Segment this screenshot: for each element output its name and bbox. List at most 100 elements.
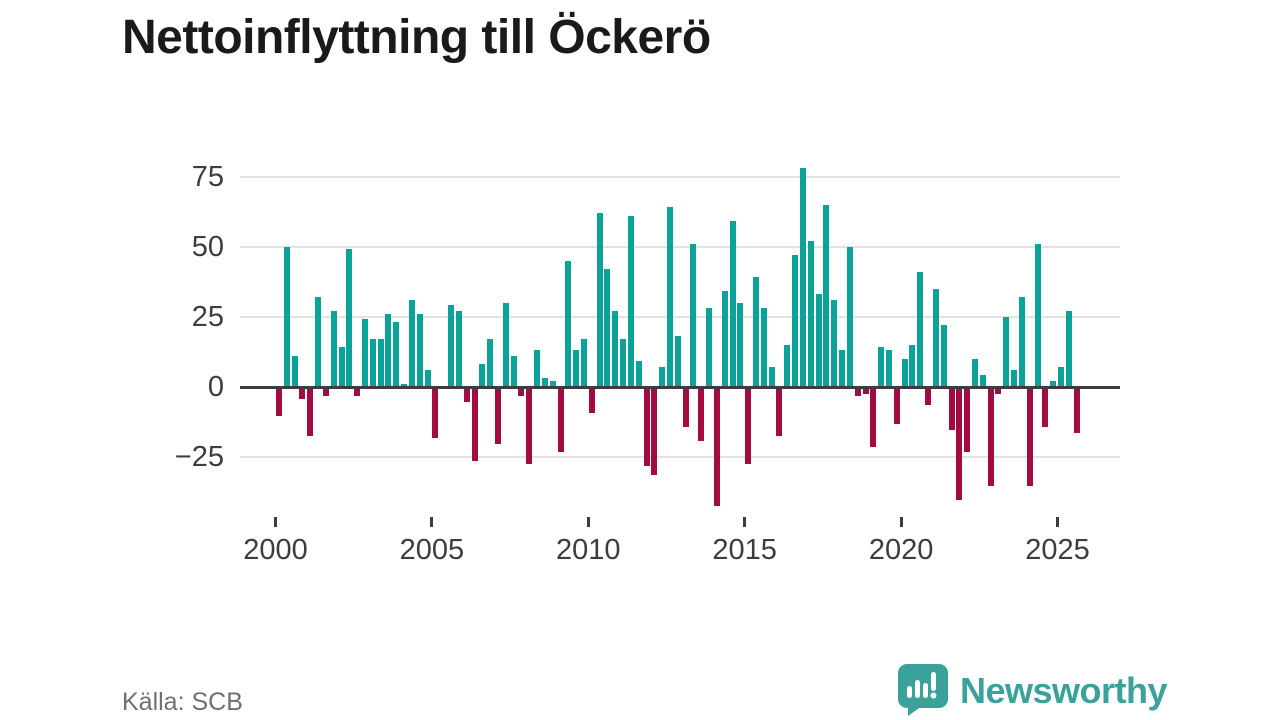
- gridline-−25: [240, 455, 1120, 458]
- gridline-75: [240, 175, 1120, 178]
- bar-2007-Q2: [503, 302, 509, 387]
- bar-2024-Q4: [1050, 380, 1056, 387]
- y-axis-label-25: 25: [191, 300, 224, 333]
- bar-2011-Q3: [636, 361, 642, 387]
- x-axis-label-2010: 2010: [556, 534, 621, 566]
- bar-2014-Q4: [737, 302, 743, 387]
- bar-2009-Q4: [581, 338, 587, 387]
- newsworthy-logo: Newsworthy: [898, 664, 1168, 717]
- bar-2020-Q4: [925, 388, 931, 405]
- x-axis-label-2000: 2000: [243, 534, 308, 566]
- x-axis-tick-2000: [274, 517, 277, 527]
- bar-2017-Q4: [831, 299, 837, 387]
- bar-2003-Q3: [385, 313, 391, 387]
- bar-2014-Q3: [730, 221, 736, 387]
- bar-2000-Q1: [276, 388, 282, 416]
- bar-2008-Q2: [534, 350, 540, 387]
- bar-2020-Q1: [902, 358, 908, 387]
- newsworthy-wordmark: Newsworthy: [960, 669, 1168, 711]
- bar-2018-Q2: [847, 246, 853, 387]
- y-axis-label-75: 75: [191, 160, 224, 193]
- bar-2018-Q3: [855, 388, 861, 397]
- bar-2010-Q2: [597, 212, 603, 387]
- bar-2000-Q2: [284, 246, 290, 387]
- bar-2017-Q2: [816, 294, 822, 387]
- bar-2022-Q2: [972, 358, 978, 387]
- bar-2015-Q4: [769, 366, 775, 387]
- bar-2016-Q4: [800, 168, 806, 387]
- bar-2022-Q3: [980, 375, 986, 387]
- bar-2019-Q4: [894, 388, 900, 425]
- plot-area: 75 50 25 0 −25 2000 2005 2010 2015 2020 2025: [175, 160, 1120, 566]
- bar-2012-Q2: [659, 366, 665, 387]
- bar-2005-Q4: [456, 310, 462, 387]
- bar-2014-Q1: [714, 388, 720, 506]
- bar-2010-Q1: [589, 388, 595, 414]
- bar-2004-Q2: [409, 299, 415, 387]
- bar-2021-Q4: [956, 388, 962, 500]
- bar-2019-Q2: [878, 347, 884, 387]
- x-axis-label-2020: 2020: [868, 534, 934, 566]
- bar-2023-Q2: [1003, 316, 1009, 387]
- x-axis-label-2015: 2015: [712, 534, 777, 566]
- y-axis-label--25: −25: [174, 440, 224, 473]
- bar-2019-Q3: [886, 350, 892, 387]
- bar-2024-Q1: [1027, 388, 1033, 486]
- bar-2010-Q3: [604, 268, 610, 387]
- bar-2012-Q4: [675, 336, 681, 387]
- bar-2001-Q2: [315, 296, 321, 387]
- x-axis-tick-2025: [1056, 517, 1059, 527]
- bar-2015-Q3: [761, 308, 767, 387]
- gridline-25: [240, 315, 1120, 318]
- bar-2015-Q2: [753, 277, 759, 387]
- bar-2001-Q4: [331, 310, 337, 387]
- bar-2011-Q4: [644, 388, 650, 467]
- bar-2008-Q4: [550, 380, 556, 387]
- bar-2009-Q2: [565, 260, 571, 387]
- bar-2008-Q1: [526, 388, 532, 464]
- bar-2017-Q1: [808, 240, 814, 387]
- bar-2004-Q4: [425, 369, 431, 387]
- bar-2002-Q4: [362, 319, 368, 387]
- bar-2019-Q1: [870, 388, 876, 447]
- bar-2007-Q3: [511, 355, 517, 387]
- bar-2004-Q1: [401, 383, 407, 387]
- bar-2025-Q2: [1066, 310, 1072, 387]
- bar-2016-Q3: [792, 254, 798, 387]
- bar-2018-Q1: [839, 350, 845, 387]
- bar-2001-Q1: [307, 388, 313, 436]
- newsworthy-bubble-chart-icon: [898, 664, 948, 717]
- x-axis-tick-2010: [586, 517, 590, 527]
- bar-2022-Q1: [964, 388, 970, 453]
- bar-2024-Q2: [1035, 243, 1041, 387]
- bar-2005-Q3: [448, 305, 454, 387]
- bar-2018-Q4: [863, 388, 869, 394]
- bar-2007-Q1: [495, 388, 501, 444]
- bar-2014-Q2: [722, 291, 728, 387]
- bar-2025-Q3: [1074, 388, 1080, 433]
- bar-2005-Q1: [432, 388, 438, 439]
- bar-2003-Q4: [393, 322, 399, 387]
- bar-2020-Q3: [917, 271, 923, 387]
- bar-2004-Q3: [417, 313, 423, 387]
- bar-2012-Q3: [667, 207, 673, 387]
- bar-2021-Q2: [941, 324, 947, 387]
- bar-2025-Q1: [1058, 366, 1064, 387]
- bar-2013-Q4: [706, 308, 712, 387]
- bar-2008-Q3: [542, 378, 548, 387]
- x-axis-tick-2005: [430, 517, 434, 527]
- bar-2012-Q1: [651, 388, 657, 475]
- chart-title: Nettoinflyttning till Öckerö: [122, 11, 711, 64]
- bar-2021-Q1: [933, 288, 939, 387]
- bar-2009-Q3: [573, 350, 579, 387]
- bar-2000-Q4: [299, 388, 305, 400]
- y-axis-label-0: 0: [207, 370, 224, 403]
- bar-2022-Q4: [988, 388, 994, 486]
- bar-2020-Q2: [909, 344, 915, 387]
- bar-2010-Q4: [612, 310, 618, 387]
- bar-2016-Q2: [784, 344, 790, 387]
- bar-2017-Q3: [823, 204, 829, 387]
- bar-2006-Q1: [464, 388, 470, 402]
- bar-2003-Q2: [378, 338, 384, 387]
